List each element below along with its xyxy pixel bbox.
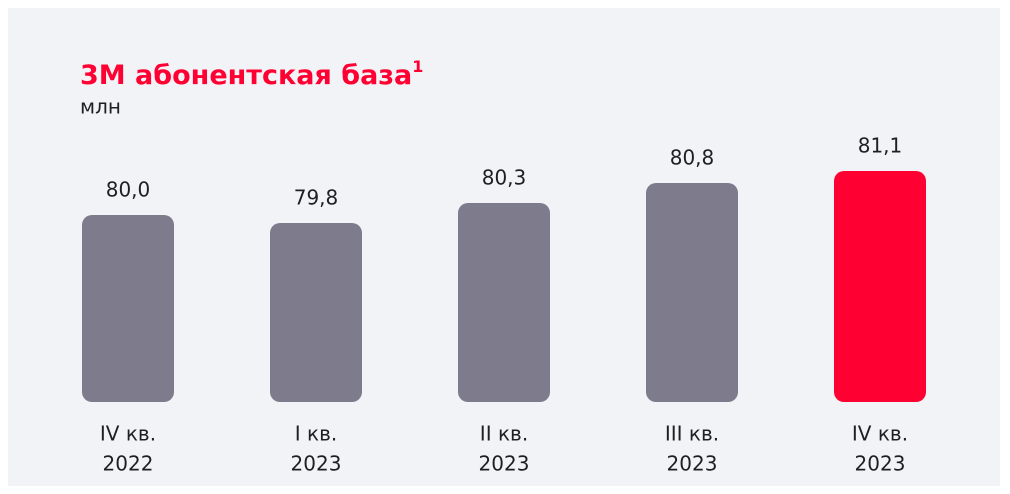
x-tick-label: III кв. (665, 422, 719, 446)
x-tick-label: IV кв. (852, 422, 908, 446)
x-tick-label: 2022 (103, 452, 154, 476)
x-tick-label: I кв. (295, 422, 337, 446)
chart-title: 3М абонентская база1 (80, 57, 423, 91)
chart-subtitle: млн (80, 95, 121, 119)
value-label: 80,8 (670, 146, 715, 170)
bar (458, 203, 550, 402)
bar (270, 223, 362, 402)
title-text: 3М абонентская база (80, 60, 412, 91)
bar (646, 183, 738, 402)
value-label: 80,3 (482, 166, 527, 190)
x-tick-label: II кв. (480, 422, 528, 446)
x-tick-label: IV кв. (100, 422, 156, 446)
value-label: 79,8 (294, 186, 339, 210)
x-tick-label: 2023 (291, 452, 342, 476)
x-tick-label: 2023 (855, 452, 906, 476)
x-tick-label: 2023 (667, 452, 718, 476)
bar (834, 171, 926, 402)
x-tick-label: 2023 (479, 452, 530, 476)
title-note: 1 (412, 57, 423, 76)
value-label: 81,1 (858, 134, 903, 158)
bar (82, 215, 174, 402)
value-label: 80,0 (106, 178, 151, 202)
